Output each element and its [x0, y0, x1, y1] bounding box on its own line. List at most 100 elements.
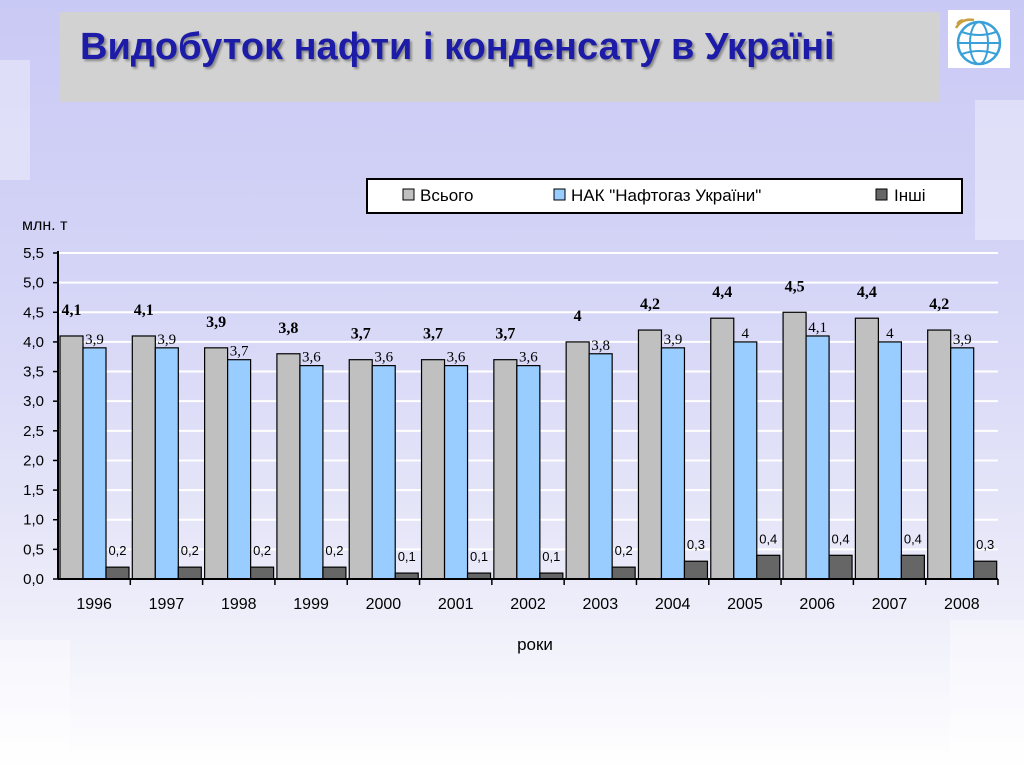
data-label-vsogo: 4,5 — [785, 278, 805, 295]
x-tick-label: 1997 — [149, 596, 185, 613]
y-tick-label: 5,5 — [23, 245, 44, 262]
bar-inshi — [828, 554, 853, 580]
legend-label-naftogaz: НАК "Нафтогаз України" — [571, 186, 761, 205]
data-label-naftogaz: 3,7 — [230, 344, 249, 360]
data-label-naftogaz: 3,6 — [302, 350, 321, 366]
bar-vsogo — [420, 359, 446, 580]
data-label-inshi: 0,2 — [108, 543, 126, 558]
legend-label-inshi: Інші — [894, 186, 926, 205]
data-label-inshi: 0,4 — [759, 531, 777, 546]
page-title: Видобуток нафти і конденсату в Україні — [80, 26, 835, 68]
data-label-inshi: 0,2 — [253, 543, 271, 558]
bar-inshi — [322, 566, 347, 580]
y-axis-title: млн. т — [22, 217, 68, 234]
background-block — [950, 620, 1024, 768]
bar-naftogaz — [805, 335, 830, 580]
bar-naftogaz — [82, 347, 107, 580]
y-tick-label: 0,5 — [23, 541, 44, 558]
y-tick-label: 3,0 — [23, 393, 44, 410]
data-label-inshi: 0,2 — [181, 543, 199, 558]
bars-layer: 4,13,90,24,13,90,23,93,70,23,83,60,23,73… — [59, 278, 998, 580]
bar-vsogo — [276, 353, 301, 580]
bar-naftogaz — [299, 365, 324, 580]
bar-naftogaz — [516, 365, 541, 580]
bar-vsogo — [348, 359, 373, 580]
bar-inshi — [973, 560, 998, 580]
bar-naftogaz — [588, 353, 613, 580]
y-tick-label: 1,5 — [23, 482, 44, 499]
data-label-inshi: 0,1 — [470, 549, 488, 564]
x-tick-label: 2007 — [872, 596, 908, 613]
data-label-naftogaz: 3,6 — [519, 350, 538, 366]
y-tick-label: 3,5 — [23, 364, 44, 381]
data-label-naftogaz: 4 — [886, 326, 894, 342]
data-label-vsogo: 4,4 — [857, 284, 877, 301]
bar-inshi — [756, 554, 781, 580]
legend-box — [366, 178, 963, 214]
bar-vsogo — [710, 317, 735, 580]
legend: Всього НАК "Нафтогаз України" Інші — [366, 178, 963, 214]
bar-naftogaz — [950, 347, 975, 580]
x-tick-label: 2001 — [438, 596, 474, 613]
background-block — [0, 640, 70, 768]
x-tick-label: 2000 — [366, 596, 402, 613]
bar-vsogo — [927, 329, 952, 580]
data-label-naftogaz: 4,1 — [808, 320, 827, 336]
bar-naftogaz — [660, 347, 686, 580]
data-label-vsogo: 4,1 — [134, 302, 154, 319]
x-tick-label: 2006 — [799, 596, 835, 613]
data-label-vsogo: 4,1 — [62, 302, 82, 319]
data-label-naftogaz: 3,8 — [591, 338, 610, 354]
x-axis-title: роки — [517, 635, 553, 654]
x-tick-label: 1998 — [221, 596, 257, 613]
data-label-inshi: 0,1 — [398, 549, 416, 564]
bar-naftogaz — [227, 359, 252, 580]
data-label-vsogo: 3,9 — [206, 314, 226, 331]
bar-vsogo — [59, 335, 84, 580]
x-tick-label: 2004 — [655, 596, 691, 613]
title-box — [60, 12, 940, 102]
x-tick-label: 2003 — [583, 596, 619, 613]
data-label-inshi: 0,3 — [687, 537, 705, 552]
data-label-vsogo: 3,7 — [351, 326, 371, 343]
bar-naftogaz — [154, 347, 179, 580]
y-tick-label: 2,5 — [23, 423, 44, 440]
data-label-vsogo: 3,8 — [278, 320, 298, 337]
y-tick-label: 2,0 — [23, 452, 44, 469]
bar-vsogo — [565, 341, 590, 580]
data-label-vsogo: 4,2 — [929, 296, 949, 313]
bar-inshi — [611, 566, 636, 580]
x-tick-label: 2005 — [727, 596, 763, 613]
bar-inshi — [900, 554, 925, 580]
bar-vsogo — [204, 347, 229, 580]
background-block — [0, 60, 30, 180]
globe-logo-icon — [948, 10, 1010, 68]
data-label-naftogaz: 3,9 — [953, 332, 972, 348]
data-label-inshi: 0,1 — [542, 549, 560, 564]
data-label-inshi: 0,2 — [615, 543, 633, 558]
data-label-vsogo: 3,7 — [495, 326, 515, 343]
bar-vsogo — [493, 359, 518, 580]
data-label-inshi: 0,4 — [904, 531, 922, 546]
data-label-vsogo: 4,4 — [712, 284, 732, 301]
y-tick-label: 5,0 — [23, 275, 44, 292]
bar-vsogo — [782, 311, 807, 580]
legend-swatch-naftogaz — [553, 188, 566, 201]
bar-inshi — [250, 566, 275, 580]
legend-swatch-inshi — [875, 188, 888, 201]
data-label-inshi: 0,4 — [832, 531, 850, 546]
data-label-naftogaz: 3,6 — [374, 350, 393, 366]
bar-naftogaz — [733, 341, 758, 580]
x-tick-label: 1996 — [76, 596, 112, 613]
y-tick-label: 4,0 — [23, 334, 44, 351]
x-tick-label: 2002 — [510, 596, 546, 613]
background-block — [975, 100, 1024, 240]
bar-vsogo — [131, 335, 156, 580]
bar-vsogo — [854, 317, 879, 580]
data-label-vsogo: 4,2 — [640, 296, 660, 313]
bar-naftogaz — [877, 341, 902, 580]
data-label-naftogaz: 3,9 — [664, 332, 683, 348]
bar-naftogaz — [371, 365, 396, 580]
x-tick-label: 2008 — [944, 596, 980, 613]
